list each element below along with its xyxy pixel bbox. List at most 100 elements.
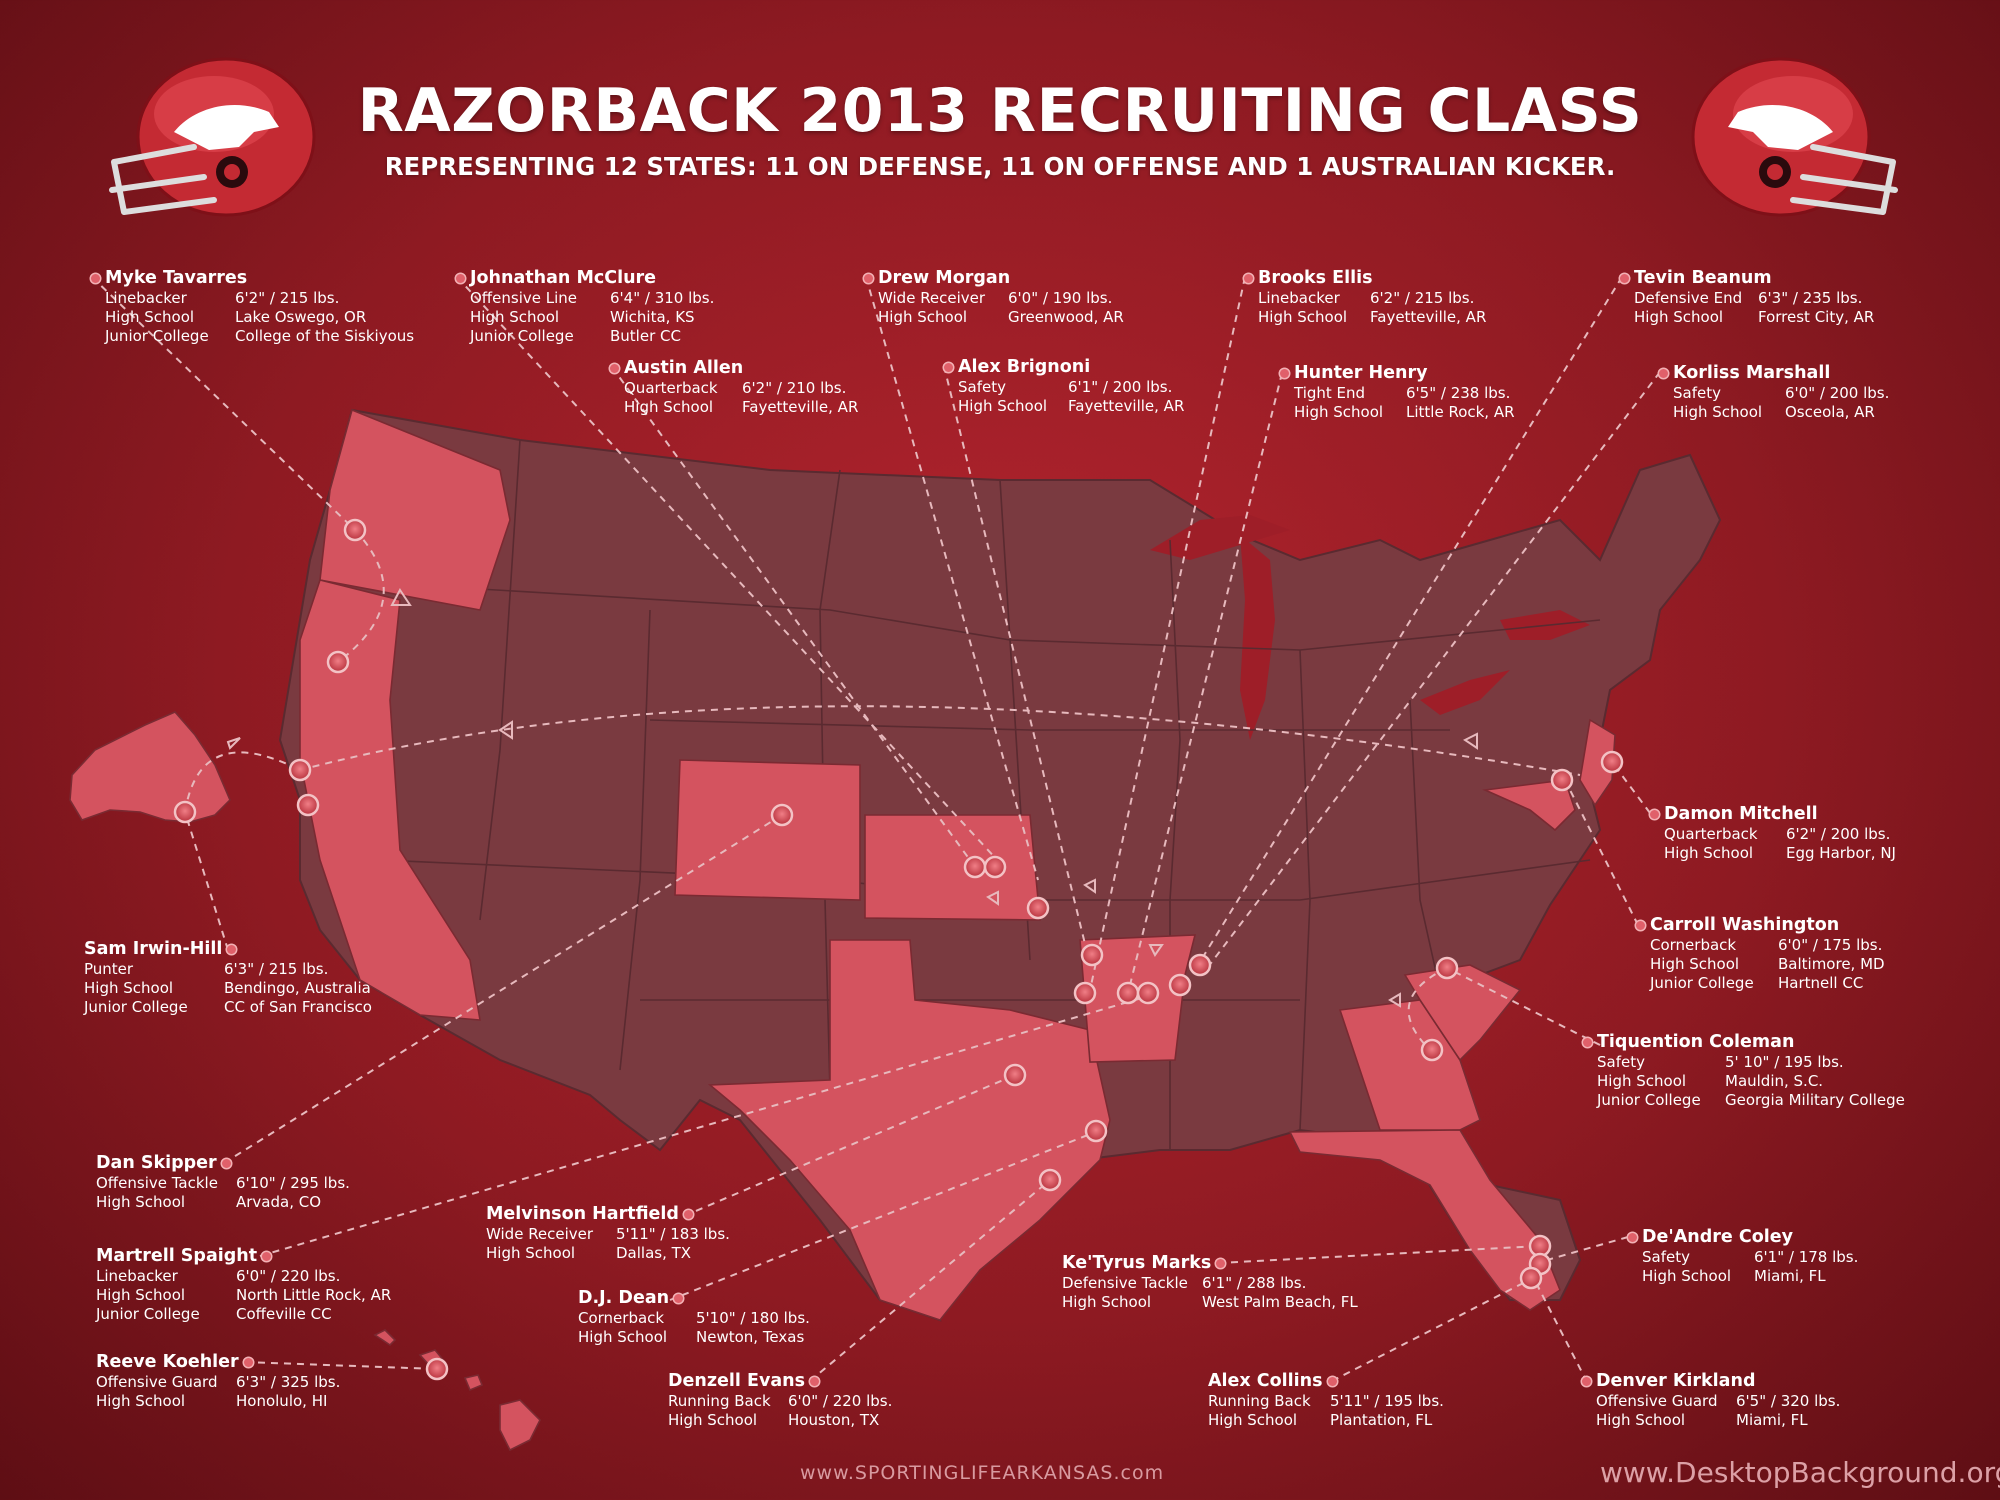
recruit-details: Linebacker 6'0" / 220 lbs. High School Nor… bbox=[96, 1267, 392, 1323]
marker-dot-icon bbox=[1620, 274, 1629, 283]
recruit-card: De'Andre Coley Safety 6'1" / 178 lbs. Hig… bbox=[1628, 1227, 1868, 1286]
marker-dot-icon bbox=[1327, 1377, 1337, 1386]
recruit-name: Alex Collins bbox=[1208, 1371, 1337, 1392]
marker-sf-2 bbox=[296, 793, 320, 817]
highlighted-states bbox=[69, 408, 1616, 1452]
source-url[interactable]: www.SPORTINGLIFEARKANSAS.com bbox=[800, 1462, 1165, 1484]
hawaii bbox=[373, 1329, 541, 1452]
recruit-details: Defensive End 6'3" / 235 lbs. High School… bbox=[1634, 289, 1875, 326]
state-oregon bbox=[319, 408, 511, 611]
recruit-name: Carroll Washington bbox=[1636, 915, 1895, 936]
recruit-details: Linebacker 6'2" / 215 lbs. High School Lak… bbox=[105, 289, 415, 345]
direction-arrows bbox=[226, 588, 1478, 1008]
recruit-details: Safety 5' 10" / 195 lbs. High School Mauld… bbox=[1597, 1053, 1905, 1109]
recruit-name: D.J. Dean bbox=[578, 1288, 684, 1309]
razorback-helmet-icon bbox=[109, 57, 316, 217]
marker-arvada bbox=[770, 803, 794, 827]
recruit-name: Johnathan McClure bbox=[456, 268, 724, 289]
watermark: www.DesktopBackground.org bbox=[1600, 1456, 2000, 1489]
marker-newton bbox=[1084, 1119, 1108, 1143]
recruit-details: Cornerback 6'0" / 175 lbs. High School Bal… bbox=[1650, 936, 1885, 992]
marker-dot-icon bbox=[227, 945, 237, 954]
recruit-details: Linebacker 6'2" / 215 lbs. High School Fay… bbox=[1258, 289, 1487, 326]
recruit-name: Korliss Marshall bbox=[1659, 363, 1899, 384]
recruit-details: Defensive Tackle 6'1" / 288 lbs. High Sch… bbox=[1062, 1274, 1358, 1311]
recruit-name: Tevin Beanum bbox=[1620, 268, 1884, 289]
marker-mauldin bbox=[1435, 956, 1459, 980]
recruit-name: Dan Skipper bbox=[96, 1153, 231, 1174]
recruit-card: Denzell Evans Running Back 6'0" / 220 lbs… bbox=[668, 1371, 902, 1430]
marker-wichita bbox=[963, 855, 987, 879]
marker-dot-icon bbox=[456, 274, 465, 283]
state-florida bbox=[1288, 1129, 1561, 1311]
marker-dot-icon bbox=[1650, 810, 1659, 819]
state-california bbox=[299, 579, 481, 1021]
marker-houston bbox=[1038, 1168, 1062, 1192]
marker-coffeyville bbox=[1026, 896, 1050, 920]
recruit-card: Brooks Ellis Linebacker 6'2" / 215 lbs. H… bbox=[1244, 268, 1496, 327]
marker-dot-icon bbox=[944, 363, 953, 372]
marker-dot-icon bbox=[91, 274, 100, 283]
recruit-name: Sam Irwin-Hill bbox=[84, 939, 237, 960]
recruit-details: Tight End 6'5" / 238 lbs. High School Litt… bbox=[1294, 384, 1515, 421]
marker-dot-icon bbox=[864, 274, 873, 283]
recruit-card: Johnathan McClure Offensive Line 6'4" / 3… bbox=[456, 268, 724, 346]
recruit-name: Denzell Evans bbox=[668, 1371, 820, 1392]
marker-honolulu bbox=[425, 1357, 449, 1381]
state-south-carolina bbox=[1403, 964, 1522, 1062]
state-colorado bbox=[674, 759, 861, 901]
marker-dot-icon bbox=[1636, 921, 1645, 930]
marker-osceola bbox=[1188, 953, 1212, 977]
recruit-card: Austin Allen Quarterback 6'2" / 210 lbs. … bbox=[610, 358, 868, 417]
recruit-card: Denver Kirkland Offensive Guard 6'5" / 32… bbox=[1582, 1371, 1850, 1430]
recruit-name: Alex Brignoni bbox=[944, 357, 1194, 378]
recruit-details: Offensive Line 6'4" / 310 lbs. High Schoo… bbox=[470, 289, 715, 345]
recruit-name: De'Andre Coley bbox=[1628, 1227, 1868, 1248]
recruit-details: Safety 6'0" / 200 lbs. High School Osceola… bbox=[1673, 384, 1890, 421]
marker-sf-1 bbox=[288, 758, 312, 782]
marker-gmc bbox=[1420, 1038, 1444, 1062]
marker-dot-icon bbox=[1582, 1377, 1591, 1386]
marker-dot-icon bbox=[610, 364, 619, 373]
marker-lake-oswego bbox=[343, 518, 367, 542]
recruit-details: Safety 6'1" / 200 lbs. High School Fayette… bbox=[958, 378, 1185, 415]
marker-dot-icon bbox=[1583, 1038, 1592, 1047]
recruit-card: Reeve Koehler Offensive Guard 6'3" / 325 … bbox=[96, 1352, 350, 1411]
marker-dot-icon bbox=[243, 1358, 253, 1367]
recruit-details: Wide Receiver 6'0" / 190 lbs. High School… bbox=[878, 289, 1124, 326]
recruit-card: Sam Irwin-Hill Punter 6'3" / 215 lbs. Hig… bbox=[84, 939, 382, 1017]
marker-siskiyous bbox=[326, 650, 350, 674]
recruit-name: Denver Kirkland bbox=[1582, 1371, 1850, 1392]
marker-dot-icon bbox=[1659, 369, 1668, 378]
marker-dot-icon bbox=[221, 1159, 231, 1168]
state-kansas bbox=[864, 814, 1041, 921]
recruit-details: Running Back 5'11" / 195 lbs. High School… bbox=[1208, 1392, 1444, 1429]
recruit-card: Alex Collins Running Back 5'11" / 195 lbs… bbox=[1208, 1371, 1454, 1430]
marker-miami-2 bbox=[1519, 1266, 1543, 1290]
lake-michigan bbox=[1240, 535, 1275, 740]
recruit-name: Austin Allen bbox=[610, 358, 868, 379]
marker-butler bbox=[983, 855, 1007, 879]
recruit-card: Melvinson Hartfield Wide Receiver 5'11" /… bbox=[486, 1204, 740, 1263]
page-subtitle: REPRESENTING 12 STATES: 11 ON DEFENSE, 1… bbox=[384, 152, 1616, 181]
recruit-name: Damon Mitchell bbox=[1650, 804, 1906, 825]
recruit-card: D.J. Dean Cornerback 5'10" / 180 lbs. Hig… bbox=[578, 1288, 820, 1347]
recruit-card: Damon Mitchell Quarterback 6'2" / 200 lbs… bbox=[1650, 804, 1906, 863]
marker-greenwood bbox=[1073, 981, 1097, 1005]
marker-egg-harbor bbox=[1600, 750, 1624, 774]
marker-dot-icon bbox=[683, 1210, 693, 1219]
page-title: RAZORBACK 2013 RECRUITING CLASS bbox=[357, 76, 1643, 146]
marker-dot-icon bbox=[262, 1252, 272, 1261]
marker-baltimore bbox=[1550, 768, 1574, 792]
recruit-card: Korliss Marshall Safety 6'0" / 200 lbs. H… bbox=[1659, 363, 1899, 422]
recruit-name: Myke Tavarres bbox=[91, 268, 424, 289]
recruit-name: Martrell Spaight bbox=[96, 1246, 272, 1267]
recruit-card: Tiquention Coleman Safety 5' 10" / 195 lb… bbox=[1583, 1032, 1915, 1110]
marker-forrest-city bbox=[1168, 973, 1192, 997]
marker-dot-icon bbox=[1244, 274, 1253, 283]
recruit-name: Hunter Henry bbox=[1280, 363, 1525, 384]
recruit-details: Cornerback 5'10" / 180 lbs. High School Ne… bbox=[578, 1309, 810, 1346]
recruit-card: Carroll Washington Cornerback 6'0" / 175 … bbox=[1636, 915, 1895, 993]
marker-dot-icon bbox=[1628, 1233, 1637, 1242]
